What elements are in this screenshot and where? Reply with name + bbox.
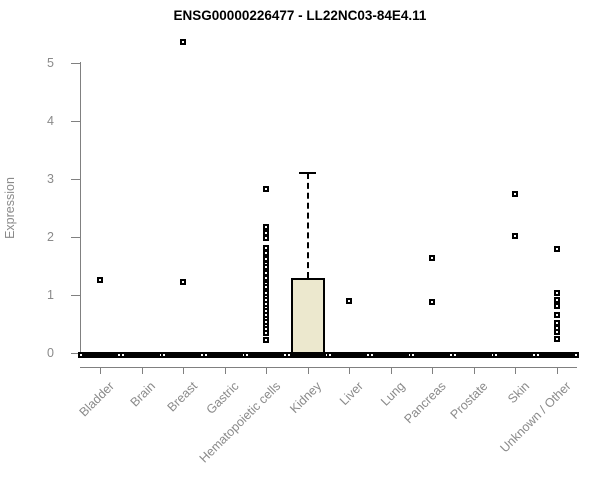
collapsed-box[interactable]: [208, 352, 241, 358]
x-axis-tick: [515, 367, 516, 374]
whisker-line: [306, 173, 309, 278]
y-tick-label: 1: [47, 288, 54, 302]
collapsed-box[interactable]: [333, 352, 365, 358]
x-axis-tick: [224, 367, 226, 374]
outlier-marker[interactable]: [263, 224, 269, 231]
chart-title: ENSG00000226477 - LL22NC03-84E4.11: [173, 8, 427, 23]
zero-point-marker[interactable]: [161, 352, 167, 358]
category-label: Skin: [504, 379, 532, 407]
collapsed-box[interactable]: [457, 352, 490, 358]
collapsed-box[interactable]: [84, 352, 116, 358]
x-axis-tick: [349, 367, 350, 374]
outlier-marker[interactable]: [263, 275, 269, 282]
zero-point-marker[interactable]: [572, 352, 579, 358]
collapsed-box[interactable]: [250, 352, 282, 358]
collapsed-box[interactable]: [540, 352, 573, 358]
outlier-marker[interactable]: [512, 191, 518, 198]
category-label: Kidney: [287, 379, 325, 416]
category-label: Brain: [127, 379, 159, 410]
outlier-marker[interactable]: [263, 235, 269, 242]
zero-point-marker[interactable]: [368, 352, 375, 358]
x-axis-tick: [307, 367, 309, 374]
x-axis-tick: [183, 367, 184, 374]
x-axis-tick: [432, 367, 433, 374]
x-axis-tick: [141, 367, 143, 374]
zero-point-marker[interactable]: [327, 352, 333, 358]
y-tick-label: 5: [47, 56, 54, 70]
outlier-marker[interactable]: [263, 245, 269, 252]
y-axis-tick: [71, 237, 80, 238]
x-axis-tick: [473, 367, 475, 374]
category-label: Liver: [336, 379, 366, 409]
y-tick-label: 2: [47, 230, 54, 244]
y-axis-tick: [71, 121, 80, 122]
category-label: Prostate: [447, 379, 491, 422]
zero-point-marker[interactable]: [410, 352, 416, 358]
y-axis-tick: [71, 63, 80, 64]
outlier-marker[interactable]: [180, 39, 186, 46]
y-tick-label: 4: [47, 114, 54, 128]
outlier-marker[interactable]: [553, 246, 560, 253]
collapsed-box[interactable]: [125, 352, 158, 358]
outlier-marker[interactable]: [512, 232, 518, 239]
y-tick-label: 0: [47, 346, 54, 360]
zero-point-marker[interactable]: [78, 352, 84, 358]
category-label: Lung: [377, 379, 408, 409]
category-label: Bladder: [76, 379, 117, 420]
zero-point-marker[interactable]: [493, 352, 499, 358]
outlier-marker[interactable]: [263, 185, 269, 192]
median-line: [290, 352, 325, 358]
outlier-marker[interactable]: [429, 298, 435, 305]
y-tick-label: 3: [47, 172, 54, 186]
category-label: Breast: [164, 379, 200, 415]
whisker-cap: [299, 172, 316, 175]
outlier-marker[interactable]: [553, 329, 560, 336]
zero-point-marker[interactable]: [451, 352, 458, 358]
category-label: Gastric: [203, 379, 242, 417]
outlier-marker[interactable]: [553, 290, 560, 297]
y-axis-line: [80, 62, 81, 355]
y-axis-tick: [71, 179, 80, 180]
zero-point-marker[interactable]: [285, 352, 292, 358]
category-label: Pancreas: [401, 379, 449, 427]
x-axis-tick: [556, 367, 558, 374]
zero-point-marker[interactable]: [119, 352, 126, 358]
outlier-marker[interactable]: [180, 279, 186, 286]
outlier-marker[interactable]: [263, 229, 269, 236]
collapsed-box[interactable]: [374, 352, 407, 358]
x-axis-tick: [390, 367, 392, 374]
box[interactable]: [290, 277, 325, 358]
y-axis-tick: [71, 295, 80, 296]
x-axis-tick: [266, 367, 267, 374]
outlier-marker[interactable]: [429, 254, 435, 261]
outlier-marker[interactable]: [346, 297, 352, 304]
outlier-marker[interactable]: [263, 256, 269, 263]
outlier-marker[interactable]: [553, 335, 560, 342]
outlier-marker[interactable]: [553, 297, 560, 304]
collapsed-box[interactable]: [167, 352, 199, 358]
zero-point-marker[interactable]: [202, 352, 209, 358]
outlier-marker[interactable]: [263, 337, 269, 344]
outlier-marker[interactable]: [263, 264, 269, 271]
category-label: Hematopoietic cells: [196, 379, 283, 466]
outlier-marker[interactable]: [553, 319, 560, 326]
collapsed-box[interactable]: [416, 352, 448, 358]
collapsed-box[interactable]: [499, 352, 531, 358]
y-axis-tick: [71, 353, 80, 354]
outlier-marker[interactable]: [553, 311, 560, 318]
outlier-marker[interactable]: [263, 283, 269, 290]
outlier-marker[interactable]: [263, 269, 269, 276]
outlier-marker[interactable]: [97, 276, 103, 283]
x-axis-tick: [100, 367, 101, 374]
category-label: Unknown / Other: [497, 379, 574, 456]
outlier-marker[interactable]: [263, 330, 269, 337]
zero-point-marker[interactable]: [244, 352, 250, 358]
x-axis-line: [80, 367, 577, 368]
outlier-marker[interactable]: [263, 250, 269, 257]
zero-point-marker[interactable]: [534, 352, 541, 358]
outlier-marker[interactable]: [553, 303, 560, 310]
